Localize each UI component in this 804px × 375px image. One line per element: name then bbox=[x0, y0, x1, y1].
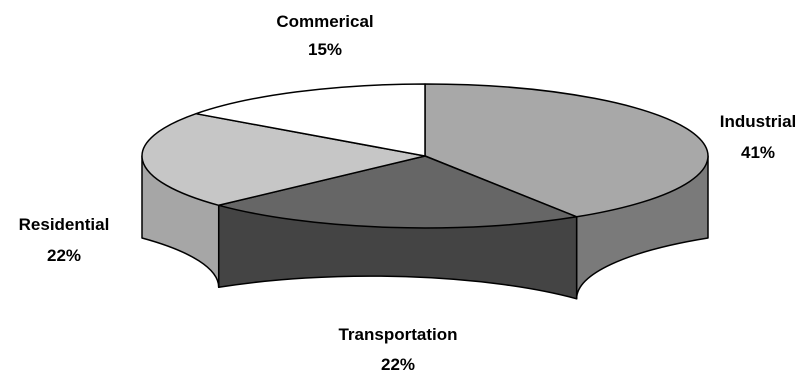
label-transportation-name: Transportation bbox=[338, 325, 457, 344]
slice-commerical bbox=[195, 83, 426, 157]
label-residential-name: Residential bbox=[19, 215, 110, 234]
slice-residential bbox=[141, 112, 426, 207]
pie-slices bbox=[141, 83, 709, 229]
label-residential-pct: 22% bbox=[47, 246, 81, 265]
label-industrial-name: Industrial bbox=[720, 112, 797, 131]
label-commerical-pct: 15% bbox=[308, 40, 342, 59]
label-commerical-name: Commerical bbox=[276, 12, 373, 31]
label-industrial-pct: 41% bbox=[741, 143, 775, 162]
label-transportation-pct: 22% bbox=[381, 355, 415, 374]
slice-transportation bbox=[217, 155, 578, 229]
